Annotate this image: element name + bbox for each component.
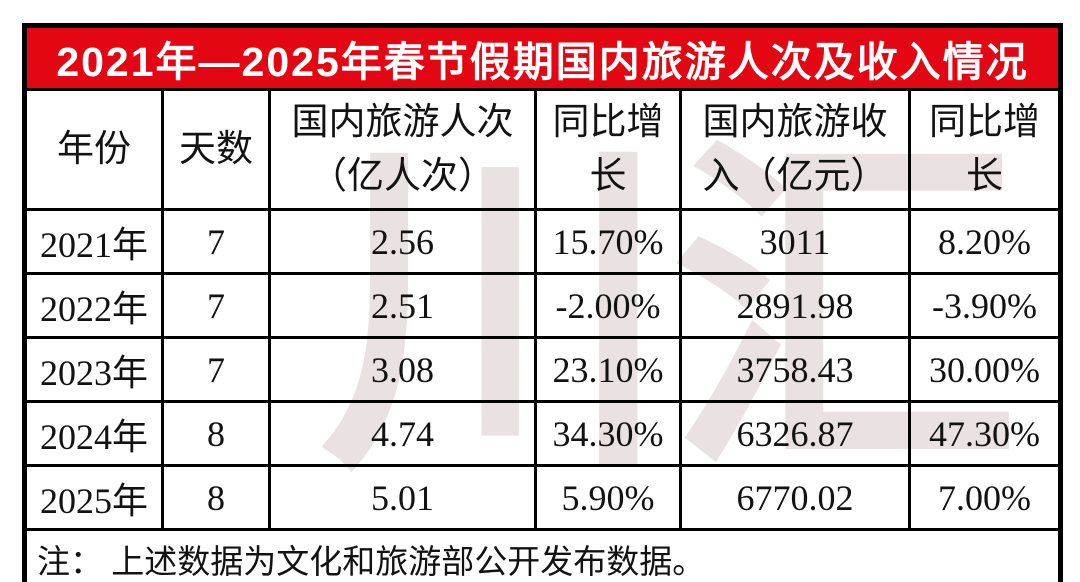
cell-year: 2022年: [23, 272, 164, 339]
cell-trips: 2.51: [268, 272, 537, 339]
tourism-table: 2021年—2025年春节假期国内旅游人次及收入情况 年份 天数 国内旅游人次（…: [22, 23, 1064, 582]
cell-revenue-growth: 47.30%: [907, 400, 1063, 467]
table-row: 2022年 7 2.51 -2.00% 2891.98 -3.90%: [23, 272, 1063, 339]
table-title: 2021年—2025年春节假期国内旅游人次及收入情况: [22, 24, 1063, 91]
cell-days: 7: [161, 336, 271, 403]
cell-year: 2024年: [23, 400, 164, 467]
cell-trips: 4.74: [268, 400, 537, 467]
table-row: 2025年 8 5.01 5.90% 6770.02 7.00%: [23, 464, 1063, 531]
cell-trips-growth: 5.90%: [534, 464, 682, 531]
header-revenue-growth: 同比增长: [907, 88, 1063, 211]
header-row: 年份 天数 国内旅游人次（亿人次） 同比增长 国内旅游收入（亿元） 同比增长: [23, 88, 1063, 211]
cell-trips-growth: 34.30%: [534, 400, 682, 467]
cell-revenue-growth: -3.90%: [907, 272, 1063, 339]
cell-days: 7: [161, 272, 271, 339]
cell-trips-growth: 15.70%: [534, 208, 682, 275]
source-note: 注： 上述数据为文化和旅游部公开发布数据。: [22, 528, 1063, 582]
cell-trips: 3.08: [268, 336, 537, 403]
cell-year: 2023年: [23, 336, 164, 403]
cell-year: 2021年: [23, 208, 164, 275]
cell-revenue: 3758.43: [679, 336, 911, 403]
cell-year: 2025年: [23, 464, 164, 531]
note-row: 注： 上述数据为文化和旅游部公开发布数据。: [22, 528, 1063, 582]
header-trips-growth: 同比增长: [534, 88, 682, 211]
cell-revenue: 2891.98: [679, 272, 911, 339]
cell-days: 7: [161, 208, 271, 275]
title-row: 2021年—2025年春节假期国内旅游人次及收入情况: [22, 24, 1063, 91]
header-trips: 国内旅游人次（亿人次）: [268, 88, 537, 211]
cell-trips-growth: 23.10%: [534, 336, 682, 403]
cell-days: 8: [161, 464, 271, 531]
header-year: 年份: [23, 88, 164, 211]
table-row: 2023年 7 3.08 23.10% 3758.43 30.00%: [23, 336, 1063, 403]
header-days: 天数: [161, 88, 271, 211]
table-row: 2021年 7 2.56 15.70% 3011 8.20%: [23, 208, 1063, 275]
cell-revenue-growth: 8.20%: [907, 208, 1063, 275]
cell-trips: 2.56: [268, 208, 537, 275]
cell-revenue: 6770.02: [679, 464, 911, 531]
cell-revenue-growth: 7.00%: [907, 464, 1063, 531]
table-row: 2024年 8 4.74 34.30% 6326.87 47.30%: [23, 400, 1063, 467]
cell-revenue: 6326.87: [679, 400, 911, 467]
cell-revenue-growth: 30.00%: [907, 336, 1063, 403]
cell-days: 8: [161, 400, 271, 467]
cell-trips-growth: -2.00%: [534, 272, 682, 339]
cell-trips: 5.01: [268, 464, 537, 531]
header-revenue: 国内旅游收入（亿元）: [679, 88, 911, 211]
cell-revenue: 3011: [679, 208, 911, 275]
